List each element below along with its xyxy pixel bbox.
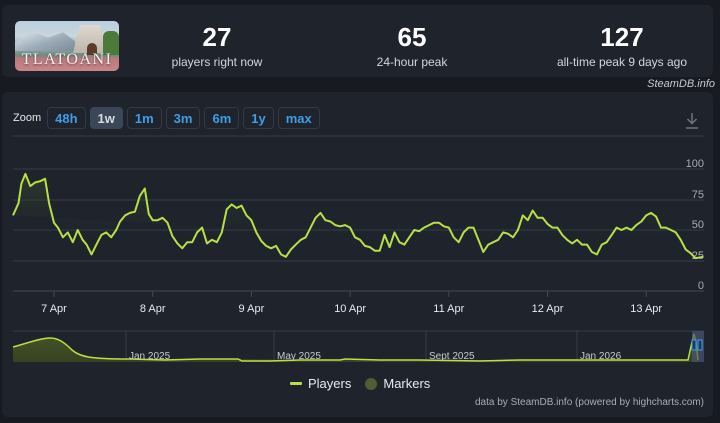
chart-legend: Players Markers	[290, 376, 430, 391]
thumbnail-tree-art	[103, 31, 119, 55]
stat-value: 65	[397, 22, 427, 52]
svg-text:Jan 2026: Jan 2026	[580, 351, 622, 362]
x-axis-label: 8 Apr	[140, 303, 166, 315]
svg-text:25: 25	[692, 250, 704, 262]
navigator-handle-left[interactable]	[691, 339, 697, 351]
stat-value: 27	[202, 22, 232, 52]
brand-watermark: SteamDB.info	[647, 78, 715, 90]
players-series-line[interactable]	[12, 172, 704, 260]
navigator-line	[12, 333, 699, 362]
players-line-icon	[290, 382, 302, 385]
zoom-button-max[interactable]: max	[277, 107, 320, 129]
thumbnail-person-art	[87, 43, 97, 55]
y-gridlines	[13, 168, 704, 292]
stat-label: players right now	[171, 55, 263, 69]
thumbnail-mountain-art	[15, 31, 75, 51]
y-axis-labels: 100 75 50 25 0	[686, 158, 704, 292]
svg-text:0: 0	[698, 280, 704, 292]
x-axis-label: 7 Apr	[41, 303, 67, 315]
svg-text:100: 100	[686, 158, 704, 170]
zoom-button-1w[interactable]: 1w	[89, 107, 123, 129]
chart-container	[2, 92, 713, 417]
zoom-range-selector: Zoom 48h 1w 1m 3m 6m 1y max	[13, 107, 320, 129]
game-title: TLATOANI	[21, 51, 113, 68]
legend-item-players[interactable]: Players	[290, 376, 351, 391]
zoom-button-1m[interactable]: 1m	[126, 107, 162, 129]
svg-text:Sept 2025: Sept 2025	[429, 351, 475, 362]
x-axis-label: 11 Apr	[433, 303, 464, 315]
x-axis-label: 13 Apr	[630, 303, 662, 315]
stat-current-players: 27 players right now	[157, 22, 277, 69]
game-thumbnail[interactable]: TLATOANI	[15, 21, 119, 71]
chart-credits[interactable]: data by SteamDB.info (powered by highcha…	[475, 397, 704, 408]
navigator-area	[13, 334, 698, 362]
legend-label: Markers	[383, 376, 431, 391]
navigator-handle-right[interactable]	[697, 339, 703, 351]
download-icon[interactable]	[684, 112, 700, 130]
navigator[interactable]: Jan 2025 May 2025 Sept 2025 Jan 2026	[12, 330, 704, 362]
x-axis-label: 9 Apr	[239, 303, 265, 315]
markers-dot-icon	[365, 377, 378, 390]
zoom-button-6m[interactable]: 6m	[204, 107, 240, 129]
stats-header: TLATOANI 27 players right now 65 24-hour…	[2, 5, 713, 77]
svg-text:Jan 2025: Jan 2025	[129, 351, 171, 362]
legend-label: Players	[308, 376, 352, 391]
players-area-fill	[13, 173, 704, 259]
legend-item-markers[interactable]: Markers	[365, 376, 430, 391]
svg-text:75: 75	[692, 189, 704, 201]
stat-value: 127	[600, 22, 644, 52]
stat-label: 24-hour peak	[376, 55, 448, 69]
zoom-button-3m[interactable]: 3m	[165, 107, 201, 129]
stat-24h-peak: 65 24-hour peak	[352, 22, 472, 69]
zoom-button-1y[interactable]: 1y	[243, 107, 274, 129]
zoom-button-48h[interactable]: 48h	[47, 107, 86, 129]
stat-all-time-peak: 127 all-time peak 9 days ago	[532, 22, 712, 69]
x-axis: 7 Apr 8 Apr 9 Apr 10 Apr 11 Apr 12 Apr 13 Apr	[41, 291, 662, 315]
svg-text:50: 50	[692, 219, 704, 231]
stat-label: all-time peak 9 days ago	[556, 55, 688, 69]
svg-text:May 2025: May 2025	[277, 351, 321, 362]
x-axis-label: 12 Apr	[532, 303, 564, 315]
x-axis-label: 10 Apr	[334, 303, 366, 315]
zoom-label: Zoom	[13, 112, 42, 124]
